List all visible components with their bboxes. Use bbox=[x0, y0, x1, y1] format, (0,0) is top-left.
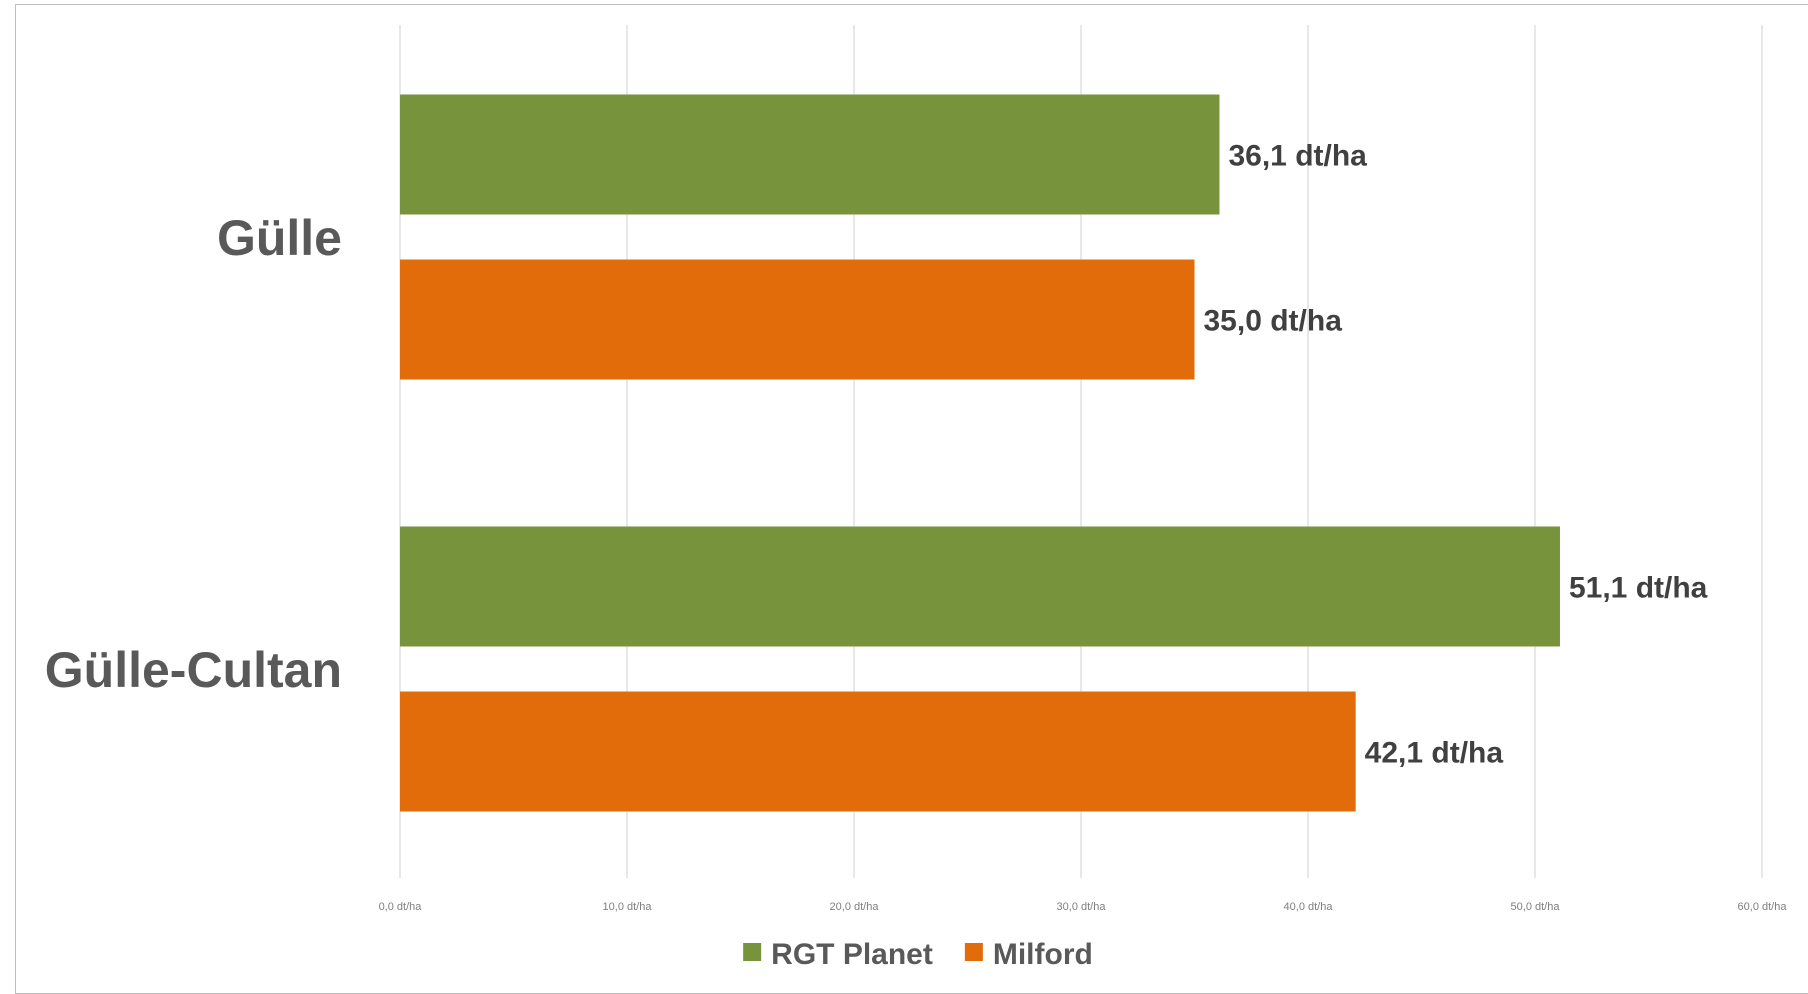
bar bbox=[400, 526, 1560, 647]
data-label: 36,1 dt/ha bbox=[1228, 140, 1367, 173]
x-tick-label: 60,0 dt/ha bbox=[1738, 901, 1788, 913]
x-tick-label: 10,0 dt/ha bbox=[603, 901, 653, 913]
data-label: 42,1 dt/ha bbox=[1365, 737, 1504, 770]
legend: RGT Planet Milford bbox=[743, 938, 1093, 971]
legend-swatch bbox=[743, 943, 762, 961]
x-tick-label: 0,0 dt/ha bbox=[379, 901, 423, 913]
x-tick-label: 30,0 dt/ha bbox=[1057, 901, 1107, 913]
category-label: Gülle bbox=[217, 210, 342, 266]
legend-label: RGT Planet bbox=[771, 938, 933, 971]
bar bbox=[400, 691, 1356, 812]
category-label: Gülle-Cultan bbox=[45, 642, 342, 698]
data-label: 51,1 dt/ha bbox=[1569, 572, 1708, 605]
legend-swatch bbox=[964, 943, 983, 961]
data-label: 35,0 dt/ha bbox=[1204, 305, 1343, 338]
labels: 0,0 dt/ha 10,0 dt/ha 20,0 dt/ha 30,0 dt/ha 4… bbox=[45, 140, 1788, 914]
x-tick-label: 20,0 dt/ha bbox=[830, 901, 880, 913]
x-tick-label: 40,0 dt/ha bbox=[1284, 901, 1334, 913]
bars bbox=[400, 94, 1560, 812]
x-tick-label: 50,0 dt/ha bbox=[1511, 901, 1561, 913]
bar bbox=[400, 94, 1220, 215]
bar bbox=[400, 259, 1195, 380]
legend-label: Milford bbox=[993, 938, 1093, 971]
